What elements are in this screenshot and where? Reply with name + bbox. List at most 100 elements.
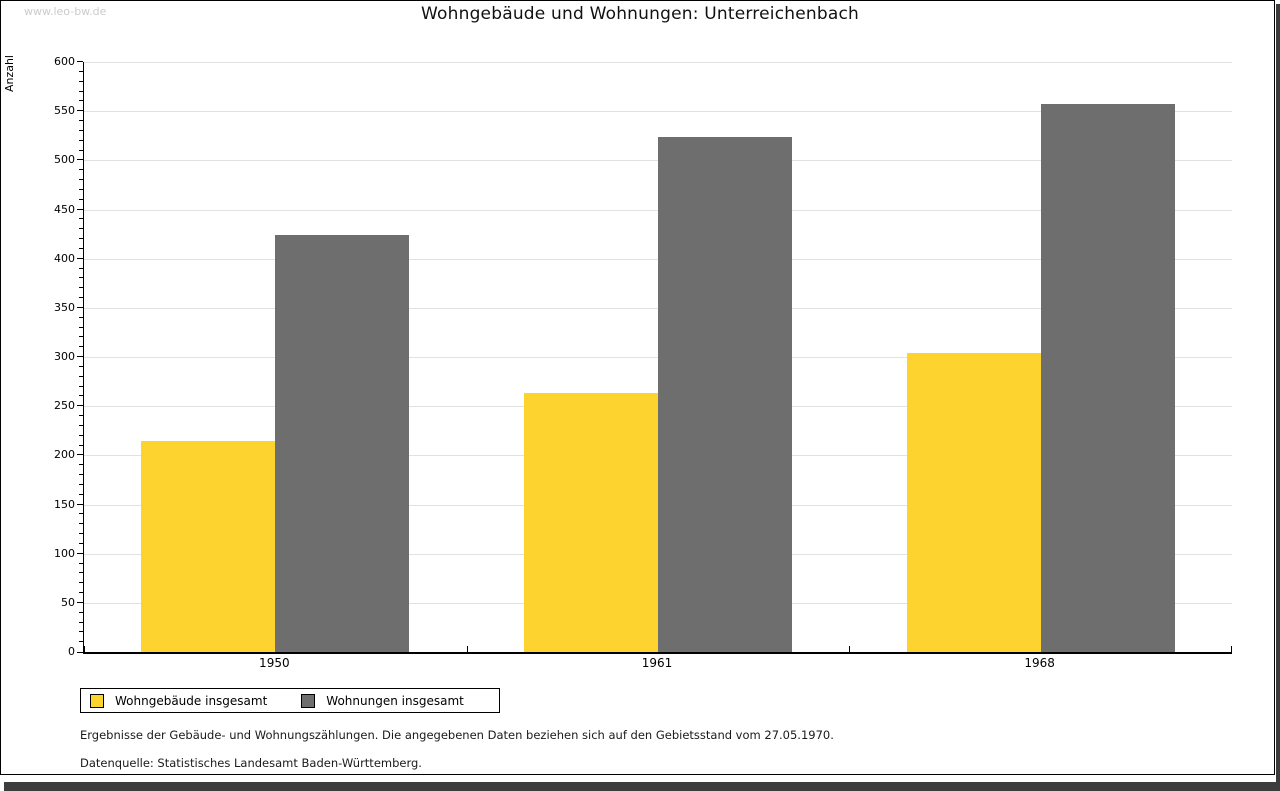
y-axis-minor-tick xyxy=(79,424,83,426)
y-axis-major-tick xyxy=(77,503,83,505)
y-axis-minor-tick xyxy=(79,238,83,239)
watermark-leo-bw: www.leo-bw.de xyxy=(24,5,107,18)
gridline xyxy=(84,111,1232,113)
y-axis-minor-tick xyxy=(79,277,83,279)
y-axis-minor-tick xyxy=(79,631,83,633)
y-axis-minor-tick xyxy=(79,100,83,102)
y-axis-minor-tick xyxy=(79,592,83,593)
bar-wohngebäude-1961 xyxy=(524,393,658,652)
y-axis-major-tick xyxy=(77,159,83,161)
x-axis-labels: 1950 1961 1968 xyxy=(83,656,1231,672)
y-axis-major-tick xyxy=(77,257,83,259)
y-axis-minor-tick xyxy=(79,267,83,269)
legend-item: Wohngebäude insgesamt xyxy=(90,693,268,708)
x-axis-category-label: 1968 xyxy=(1024,656,1055,670)
legend-label: Wohngebäude insgesamt xyxy=(115,693,268,708)
y-axis-major-tick xyxy=(77,601,83,603)
x-axis-category-label: 1950 xyxy=(259,656,290,670)
y-axis-minor-tick xyxy=(79,621,83,623)
gridline xyxy=(84,62,1232,63)
y-axis-minor-tick xyxy=(79,415,83,416)
y-axis-minor-tick xyxy=(79,582,83,584)
y-axis-label: Anzahl xyxy=(3,55,16,93)
x-axis-tick xyxy=(466,646,468,652)
y-axis-tick-label: 0 xyxy=(68,645,75,658)
y-axis-tick-label: 250 xyxy=(54,399,75,413)
y-axis-major-tick xyxy=(77,552,83,554)
x-axis-category-label: 1961 xyxy=(641,656,673,670)
y-axis-minor-tick xyxy=(79,562,83,564)
y-axis-tick-label: 600 xyxy=(54,55,75,68)
y-axis-major-tick xyxy=(77,110,83,112)
bar-wohnungen-1968 xyxy=(1040,104,1175,652)
legend: Wohngebäude insgesamt Wohnungen insgesamt xyxy=(80,688,500,713)
y-axis-minor-tick xyxy=(79,218,83,220)
legend-swatch xyxy=(301,693,316,708)
y-axis-minor-tick xyxy=(79,523,83,525)
y-axis-minor-tick xyxy=(79,70,83,72)
legend-item: Wohnungen insgesamt xyxy=(301,693,464,708)
y-axis-minor-tick xyxy=(79,129,83,131)
x-axis-tick xyxy=(1231,646,1232,652)
y-axis-minor-tick xyxy=(79,375,83,377)
bar-wohngebäude-1950 xyxy=(141,440,276,652)
y-axis-minor-tick xyxy=(79,188,83,190)
y-axis-minor-tick xyxy=(79,90,83,92)
y-axis-minor-tick xyxy=(79,474,83,475)
y-axis-minor-tick xyxy=(79,533,83,534)
legend-label: Wohnungen insgesamt xyxy=(326,693,464,708)
y-axis-minor-tick xyxy=(79,395,83,397)
y-axis-minor-tick xyxy=(79,247,83,249)
y-axis-tick-label: 200 xyxy=(54,448,75,462)
y-axis-minor-tick xyxy=(79,385,83,387)
y-axis-minor-tick xyxy=(79,228,83,230)
y-axis-minor-tick xyxy=(79,444,83,446)
y-axis-minor-tick xyxy=(79,346,83,348)
bar-wohnungen-1961 xyxy=(658,136,792,652)
y-axis-major-tick xyxy=(77,652,83,653)
y-axis-tick-label: 100 xyxy=(54,546,75,560)
legend-swatch xyxy=(90,693,104,708)
y-axis-tick-label: 450 xyxy=(54,202,75,216)
y-axis-tick-label: 500 xyxy=(54,153,75,167)
y-axis-minor-tick xyxy=(79,297,83,298)
bar-wohngebäude-1968 xyxy=(906,353,1041,652)
y-axis-major-tick xyxy=(77,61,83,62)
y-axis-tick-label: 350 xyxy=(54,300,75,314)
y-axis-minor-tick xyxy=(79,169,83,171)
y-axis-major-tick xyxy=(77,356,83,357)
y-axis-minor-tick xyxy=(79,434,83,436)
y-axis-minor-tick xyxy=(79,336,83,338)
y-axis-minor-tick xyxy=(79,493,83,495)
y-axis-minor-tick xyxy=(79,80,83,82)
y-axis-minor-tick xyxy=(79,365,83,367)
y-axis-minor-tick xyxy=(79,611,83,613)
y-axis-minor-tick xyxy=(79,139,83,141)
footnote-source-note: Ergebnisse der Gebäude- und Wohnungszähl… xyxy=(80,728,834,742)
y-axis-tick-label: 550 xyxy=(54,104,75,118)
footnote-data-source: Datenquelle: Statistisches Landesamt Bad… xyxy=(80,756,422,770)
bar-wohnungen-1950 xyxy=(275,235,410,652)
y-axis-minor-tick xyxy=(79,464,83,466)
window-shadow-right xyxy=(1276,4,1280,791)
y-axis-minor-tick xyxy=(79,483,83,485)
window-shadow-bottom xyxy=(4,782,1280,791)
y-axis-major-tick xyxy=(77,454,83,456)
y-axis-minor-tick xyxy=(79,179,83,180)
y-axis-major-tick xyxy=(77,405,83,407)
y-axis-minor-tick xyxy=(79,120,83,121)
chart-title: Wohngebäude und Wohnungen: Unterreichenb… xyxy=(421,4,859,24)
y-axis-minor-tick xyxy=(79,198,83,200)
y-axis-minor-tick xyxy=(79,149,83,151)
y-axis-minor-tick xyxy=(79,287,83,289)
y-axis-minor-tick xyxy=(79,542,83,544)
y-axis-tick-label: 400 xyxy=(54,251,75,265)
x-axis-tick xyxy=(84,646,85,652)
x-axis-tick xyxy=(849,646,851,652)
y-axis-minor-tick xyxy=(79,513,83,515)
y-axis-minor-tick xyxy=(79,326,83,328)
y-axis-tick-label: 50 xyxy=(61,595,75,609)
y-axis-minor-tick xyxy=(79,572,83,574)
plot-area: 0 50 100 150 200 250 300 350 400 450 500 550 600 xyxy=(54,55,1232,658)
y-axis-tick-label: 300 xyxy=(54,350,75,363)
